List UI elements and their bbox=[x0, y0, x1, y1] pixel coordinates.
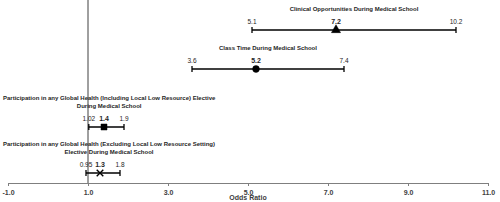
point-estimate bbox=[101, 124, 107, 130]
ci-cap bbox=[123, 124, 124, 130]
row-label-line: During Medical School bbox=[77, 103, 142, 109]
x-tick: 3.0 bbox=[164, 183, 174, 196]
data-label: 5.1 bbox=[247, 18, 256, 25]
x-tick-label: 11.0 bbox=[482, 189, 495, 196]
x-tick-label: 3.0 bbox=[164, 189, 174, 196]
data-label: 10.2 bbox=[450, 18, 463, 25]
ci-cap bbox=[251, 27, 252, 33]
x-tick: 7.0 bbox=[324, 183, 334, 196]
row-label: Class Time During Medical School bbox=[219, 45, 317, 51]
row-label-line: Participation in any Global Health (Excl… bbox=[3, 141, 215, 147]
ci-cap bbox=[88, 124, 89, 130]
data-label: 0.95 bbox=[80, 161, 93, 168]
x-tick: 9.0 bbox=[404, 183, 414, 196]
row-label-line: Class Time During Medical School bbox=[219, 45, 317, 51]
x-tick: 1.0 bbox=[84, 183, 94, 196]
x-tick-label: 9.0 bbox=[404, 189, 414, 196]
x-axis-title: Odds Ratio bbox=[229, 194, 266, 201]
ci-cap bbox=[119, 170, 120, 176]
row-label-line: Elective During Medical School bbox=[65, 149, 154, 155]
data-label: 7.4 bbox=[339, 57, 348, 64]
data-label: 1.02 bbox=[82, 115, 95, 122]
row-label: Participation in any Global Health (Excl… bbox=[3, 141, 215, 155]
row-label: Clinical Opportunities During Medical Sc… bbox=[290, 6, 419, 12]
chart: -1.01.03.05.07.09.011.0Odds Ratio5.17.21… bbox=[0, 0, 500, 202]
confidence-interval bbox=[192, 68, 344, 69]
x-tick-mark bbox=[168, 183, 169, 186]
row-label-line: Participation in any Global Health (Incl… bbox=[3, 95, 216, 101]
x-tick-mark bbox=[408, 183, 409, 186]
x-tick: -1.0 bbox=[2, 183, 14, 196]
ci-cap bbox=[191, 66, 192, 72]
x-tick-mark bbox=[8, 183, 9, 186]
confidence-interval bbox=[86, 172, 120, 173]
x-tick: 11.0 bbox=[482, 183, 495, 196]
x-tick-mark bbox=[248, 183, 249, 186]
x-tick-mark bbox=[328, 183, 329, 186]
point-estimate bbox=[253, 66, 260, 73]
data-label: 5.2 bbox=[251, 57, 261, 64]
x-tick-label: -1.0 bbox=[2, 189, 14, 196]
data-label: 1.4 bbox=[99, 115, 109, 122]
x-tick-mark bbox=[488, 183, 489, 186]
confidence-interval bbox=[252, 29, 456, 30]
data-label: 7.2 bbox=[331, 18, 341, 25]
data-label: 1.8 bbox=[115, 161, 124, 168]
point-estimate bbox=[331, 25, 340, 33]
reference-line bbox=[88, 0, 89, 183]
x-tick-mark bbox=[88, 183, 89, 186]
data-label: 1.9 bbox=[119, 115, 128, 122]
ci-cap bbox=[343, 66, 344, 72]
point-estimate bbox=[97, 170, 104, 177]
row-label-line: Clinical Opportunities During Medical Sc… bbox=[290, 6, 419, 12]
ci-cap bbox=[455, 27, 456, 33]
row-label: Participation in any Global Health (Incl… bbox=[3, 95, 216, 109]
data-label: 3.6 bbox=[187, 57, 196, 64]
x-tick-label: 7.0 bbox=[324, 189, 334, 196]
data-label: 1.3 bbox=[95, 161, 105, 168]
plot-area bbox=[86, 0, 456, 183]
x-tick-label: 1.0 bbox=[84, 189, 94, 196]
ci-cap bbox=[85, 170, 86, 176]
